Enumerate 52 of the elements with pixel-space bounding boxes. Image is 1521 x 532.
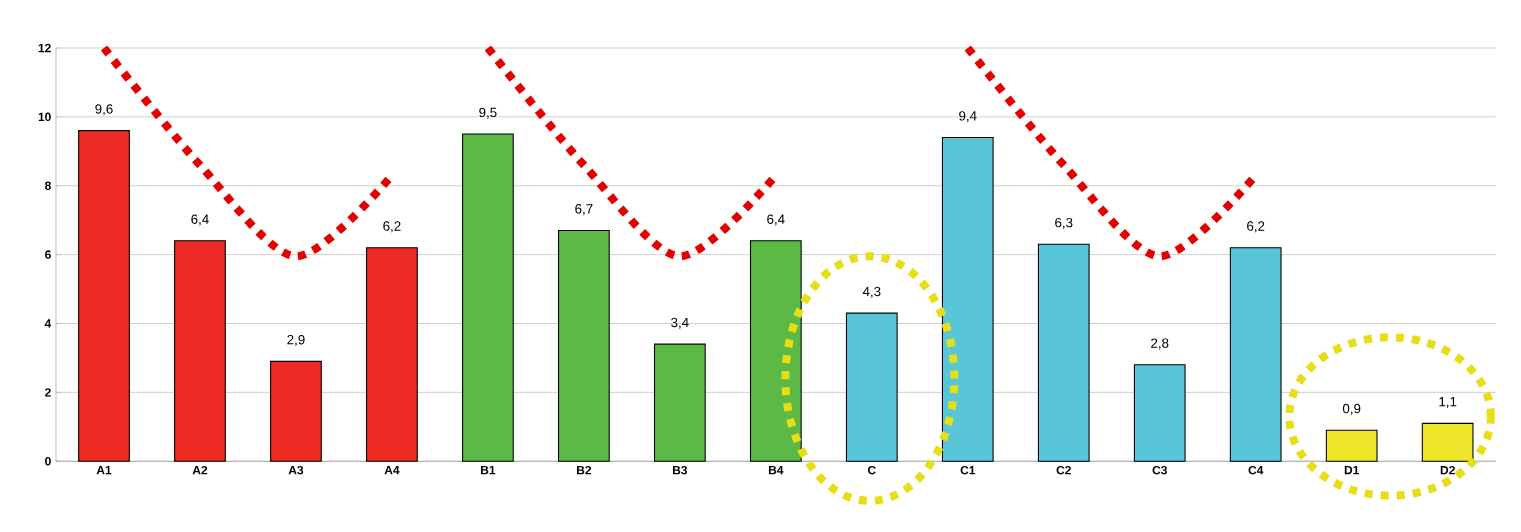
x-tick-label: D2	[1440, 465, 1455, 475]
bar	[941, 137, 994, 462]
bar	[1325, 429, 1378, 462]
bar	[174, 240, 226, 462]
data-label: 9,4	[959, 111, 977, 123]
x-tick-label: C	[867, 465, 876, 475]
bar	[270, 360, 322, 462]
data-label: 6,2	[383, 221, 401, 233]
bar	[1229, 247, 1282, 462]
y-tick-label: 6	[45, 250, 51, 259]
data-label: 4,3	[862, 286, 881, 298]
x-tick-label: A3	[288, 465, 304, 475]
x-tick-label: B4	[768, 465, 784, 475]
data-label: 1,1	[1439, 397, 1457, 409]
data-label: 6,4	[191, 214, 209, 226]
data-label: 6,3	[1055, 217, 1073, 229]
bar	[749, 240, 802, 462]
x-tick-label: D1	[1344, 465, 1360, 475]
data-label: 0,9	[1342, 403, 1361, 415]
y-tick-label: 12	[38, 43, 51, 53]
x-tick-label: A2	[192, 465, 208, 475]
bar	[1133, 364, 1186, 462]
data-label: 6,2	[1247, 221, 1265, 233]
data-label: 6,4	[767, 214, 785, 226]
data-label: 3,4	[671, 317, 689, 329]
y-tick-label: 4	[44, 319, 52, 328]
data-label: 9,5	[479, 107, 497, 119]
x-tick-label: A1	[96, 465, 112, 475]
x-tick-label: C4	[1248, 465, 1264, 475]
bar	[366, 247, 418, 462]
bar	[462, 133, 514, 462]
y-tick-label: 10	[38, 112, 51, 122]
x-tick-label: B2	[577, 465, 592, 475]
data-label: 9,6	[95, 104, 113, 116]
bar	[78, 130, 130, 462]
x-tick-label: C2	[1056, 465, 1071, 475]
x-tick-label: C1	[960, 465, 976, 475]
y-tick-label: 8	[44, 181, 51, 191]
y-tick-label: 0	[45, 457, 51, 466]
bar	[653, 343, 706, 462]
x-tick-label: B3	[672, 465, 688, 475]
bar	[1421, 422, 1474, 462]
x-tick-label: B1	[481, 465, 496, 475]
bar	[845, 312, 898, 462]
data-label: 2,9	[287, 335, 305, 347]
y-tick-label: 2	[45, 388, 51, 397]
data-label: 2,8	[1151, 338, 1169, 350]
bar	[558, 230, 610, 462]
bar	[1037, 243, 1090, 462]
data-label: 6,7	[575, 204, 593, 216]
x-tick-label: A4	[384, 465, 400, 475]
x-tick-label: C3	[1152, 465, 1167, 475]
